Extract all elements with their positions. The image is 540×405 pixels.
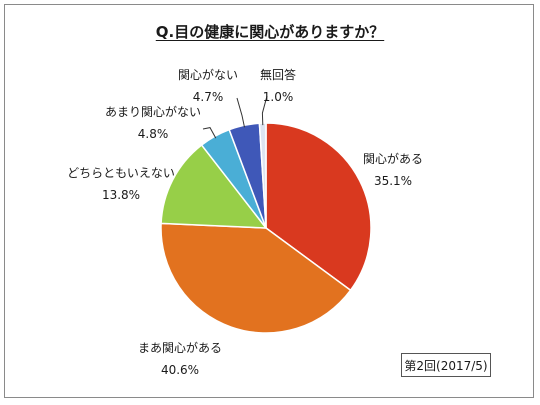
slice-value-label: 4.7% <box>192 90 224 104</box>
slice-category-label: あまり関心がない <box>104 105 201 119</box>
slice-category-label: どちらともいえない <box>67 166 175 180</box>
slice-label-amari-kanshin-ga-nai: あまり関心がない 4.8% <box>98 101 208 145</box>
pie-slice <box>265 122 372 292</box>
pie-slices <box>160 122 372 334</box>
leader-line <box>202 127 217 139</box>
slice-category-label: 関心がある <box>362 152 423 166</box>
slice-value-label: 13.8% <box>101 188 141 202</box>
leader-line <box>261 95 268 126</box>
slice-label-mukaitou: 無回答 1.0% <box>248 64 308 108</box>
slice-label-maa-kanshin-ga-aru: まあ関心がある 40.6% <box>130 337 230 381</box>
chart-title-text: Q.目の健康に関心がありますか？ <box>155 23 385 41</box>
slice-label-kanshin-ga-nai: 関心がない 4.7% <box>168 64 248 108</box>
slice-label-kanshin-ga-aru: 関心がある 35.1% <box>353 148 433 192</box>
slice-category-label: 関心がない <box>177 68 238 82</box>
slice-value-label: 35.1% <box>373 174 413 188</box>
leader-lines <box>202 95 268 139</box>
chart-title: Q.目の健康に関心がありますか？ <box>0 21 540 42</box>
pie-slice <box>160 222 352 334</box>
slice-category-label: 無回答 <box>259 68 296 82</box>
slice-label-dochira-tomo-ienai: どちらともいえない 13.8% <box>66 162 176 206</box>
slice-value-label: 4.8% <box>137 127 169 141</box>
slice-category-label: まあ関心がある <box>137 341 222 355</box>
slice-value-label: 40.6% <box>160 363 200 377</box>
survey-round-note: 第2回(2017/5) <box>401 353 491 377</box>
pie-slice <box>160 143 268 229</box>
leader-line <box>236 97 245 128</box>
slice-value-label: 1.0% <box>262 90 294 104</box>
